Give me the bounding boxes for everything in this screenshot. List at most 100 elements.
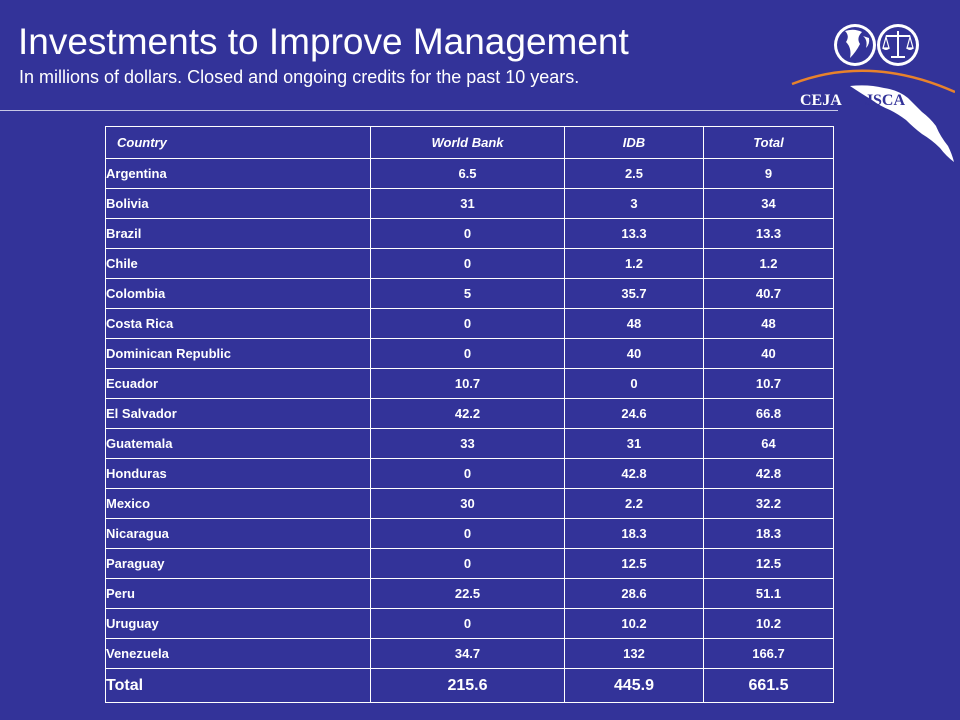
cell-idb: 2.5 bbox=[564, 158, 704, 189]
cell-idb: 35.7 bbox=[564, 278, 704, 309]
cell-country: Brazil bbox=[105, 218, 371, 249]
cell-idb: 12.5 bbox=[564, 548, 704, 579]
cell-world-bank: 0 bbox=[370, 308, 565, 339]
cell-total: 40.7 bbox=[703, 278, 834, 309]
table-row: Mexico 30 2.2 32.2 bbox=[105, 488, 834, 519]
cell-country: Guatemala bbox=[105, 428, 371, 459]
cell-total: 10.2 bbox=[703, 608, 834, 639]
cell-idb: 13.3 bbox=[564, 218, 704, 249]
cell-world-bank: 31 bbox=[370, 188, 565, 219]
cell-world-bank: 0 bbox=[370, 218, 565, 249]
cell-country: Venezuela bbox=[105, 638, 371, 669]
logo-arc bbox=[791, 69, 955, 94]
table-header-row: Country World Bank IDB Total bbox=[105, 126, 834, 159]
cell-total: 40 bbox=[703, 338, 834, 369]
cell-idb: 31 bbox=[564, 428, 704, 459]
cell-country: Nicaragua bbox=[105, 518, 371, 549]
cell-country: Argentina bbox=[105, 158, 371, 189]
cell-world-bank: 22.5 bbox=[370, 578, 565, 609]
cell-idb: 28.6 bbox=[564, 578, 704, 609]
cell-country: Honduras bbox=[105, 458, 371, 489]
cell-world-bank: 30 bbox=[370, 488, 565, 519]
table-row: Ecuador 10.7 0 10.7 bbox=[105, 368, 834, 399]
cell-world-bank: 0 bbox=[370, 608, 565, 639]
scales-icon bbox=[877, 24, 919, 66]
cell-idb: 10.2 bbox=[564, 608, 704, 639]
cell-country: Costa Rica bbox=[105, 308, 371, 339]
column-header-world-bank: World Bank bbox=[370, 126, 565, 159]
cell-total: 9 bbox=[703, 158, 834, 189]
table-row: El Salvador 42.2 24.6 66.8 bbox=[105, 398, 834, 429]
table-row: Paraguay 0 12.5 12.5 bbox=[105, 548, 834, 579]
logo-graphic: CEJA JSCA bbox=[791, 24, 955, 162]
cell-total: 51.1 bbox=[703, 578, 834, 609]
table-body: Argentina 6.5 2.5 9 Bolivia 31 3 34 Brazil 0 13.3 1… bbox=[105, 158, 834, 669]
cell-total: 66.8 bbox=[703, 398, 834, 429]
table-total-row: Total 215.6 445.9 661.5 bbox=[105, 668, 834, 703]
cell-country: Chile bbox=[105, 248, 371, 279]
page-title: Investments to Improve Management bbox=[18, 21, 629, 62]
total-world-bank: 215.6 bbox=[370, 668, 565, 703]
cell-idb: 132 bbox=[564, 638, 704, 669]
cell-total: 64 bbox=[703, 428, 834, 459]
cell-idb: 2.2 bbox=[564, 488, 704, 519]
cell-country: El Salvador bbox=[105, 398, 371, 429]
cell-world-bank: 5 bbox=[370, 278, 565, 309]
table-row: Argentina 6.5 2.5 9 bbox=[105, 158, 834, 189]
cell-total: 42.8 bbox=[703, 458, 834, 489]
cell-world-bank: 0 bbox=[370, 548, 565, 579]
total-label: Total bbox=[105, 668, 371, 703]
table-row: Bolivia 31 3 34 bbox=[105, 188, 834, 219]
cell-total: 48 bbox=[703, 308, 834, 339]
cell-idb: 40 bbox=[564, 338, 704, 369]
globe-icon bbox=[834, 24, 876, 66]
cell-total: 13.3 bbox=[703, 218, 834, 249]
cell-total: 32.2 bbox=[703, 488, 834, 519]
cell-idb: 3 bbox=[564, 188, 704, 219]
cell-world-bank: 0 bbox=[370, 338, 565, 369]
total-total: 661.5 bbox=[703, 668, 834, 703]
cell-total: 18.3 bbox=[703, 518, 834, 549]
cell-total: 34 bbox=[703, 188, 834, 219]
cell-country: Dominican Republic bbox=[105, 338, 371, 369]
cell-idb: 24.6 bbox=[564, 398, 704, 429]
column-header-country: Country bbox=[105, 126, 371, 159]
investments-table: Country World Bank IDB Total Argentina 6.… bbox=[105, 126, 834, 703]
cell-world-bank: 0 bbox=[370, 248, 565, 279]
logo-text-jsca: JSCA bbox=[865, 92, 905, 109]
table-row: Colombia 5 35.7 40.7 bbox=[105, 278, 834, 309]
cell-country: Ecuador bbox=[105, 368, 371, 399]
table-row: Costa Rica 0 48 48 bbox=[105, 308, 834, 339]
header-divider bbox=[0, 110, 838, 111]
table-row: Uruguay 0 10.2 10.2 bbox=[105, 608, 834, 639]
table-row: Dominican Republic 0 40 40 bbox=[105, 338, 834, 369]
cell-total: 1.2 bbox=[703, 248, 834, 279]
column-header-total: Total bbox=[703, 126, 834, 159]
ceja-jsca-logo: CEJA JSCA bbox=[790, 14, 955, 164]
table-row: Guatemala 33 31 64 bbox=[105, 428, 834, 459]
logo-text-ceja: CEJA bbox=[800, 92, 842, 109]
cell-idb: 18.3 bbox=[564, 518, 704, 549]
table-row: Chile 0 1.2 1.2 bbox=[105, 248, 834, 279]
cell-idb: 42.8 bbox=[564, 458, 704, 489]
table-row: Honduras 0 42.8 42.8 bbox=[105, 458, 834, 489]
cell-total: 166.7 bbox=[703, 638, 834, 669]
cell-world-bank: 0 bbox=[370, 518, 565, 549]
page-subtitle: In millions of dollars. Closed and ongoi… bbox=[19, 67, 580, 87]
cell-world-bank: 10.7 bbox=[370, 368, 565, 399]
cell-world-bank: 6.5 bbox=[370, 158, 565, 189]
cell-idb: 48 bbox=[564, 308, 704, 339]
cell-country: Paraguay bbox=[105, 548, 371, 579]
cell-idb: 1.2 bbox=[564, 248, 704, 279]
central-america-map-icon bbox=[850, 85, 954, 162]
cell-country: Bolivia bbox=[105, 188, 371, 219]
column-header-idb: IDB bbox=[564, 126, 704, 159]
cell-country: Peru bbox=[105, 578, 371, 609]
cell-total: 10.7 bbox=[703, 368, 834, 399]
cell-world-bank: 34.7 bbox=[370, 638, 565, 669]
cell-world-bank: 42.2 bbox=[370, 398, 565, 429]
cell-country: Mexico bbox=[105, 488, 371, 519]
cell-world-bank: 33 bbox=[370, 428, 565, 459]
table-row: Nicaragua 0 18.3 18.3 bbox=[105, 518, 834, 549]
table-row: Venezuela 34.7 132 166.7 bbox=[105, 638, 834, 669]
